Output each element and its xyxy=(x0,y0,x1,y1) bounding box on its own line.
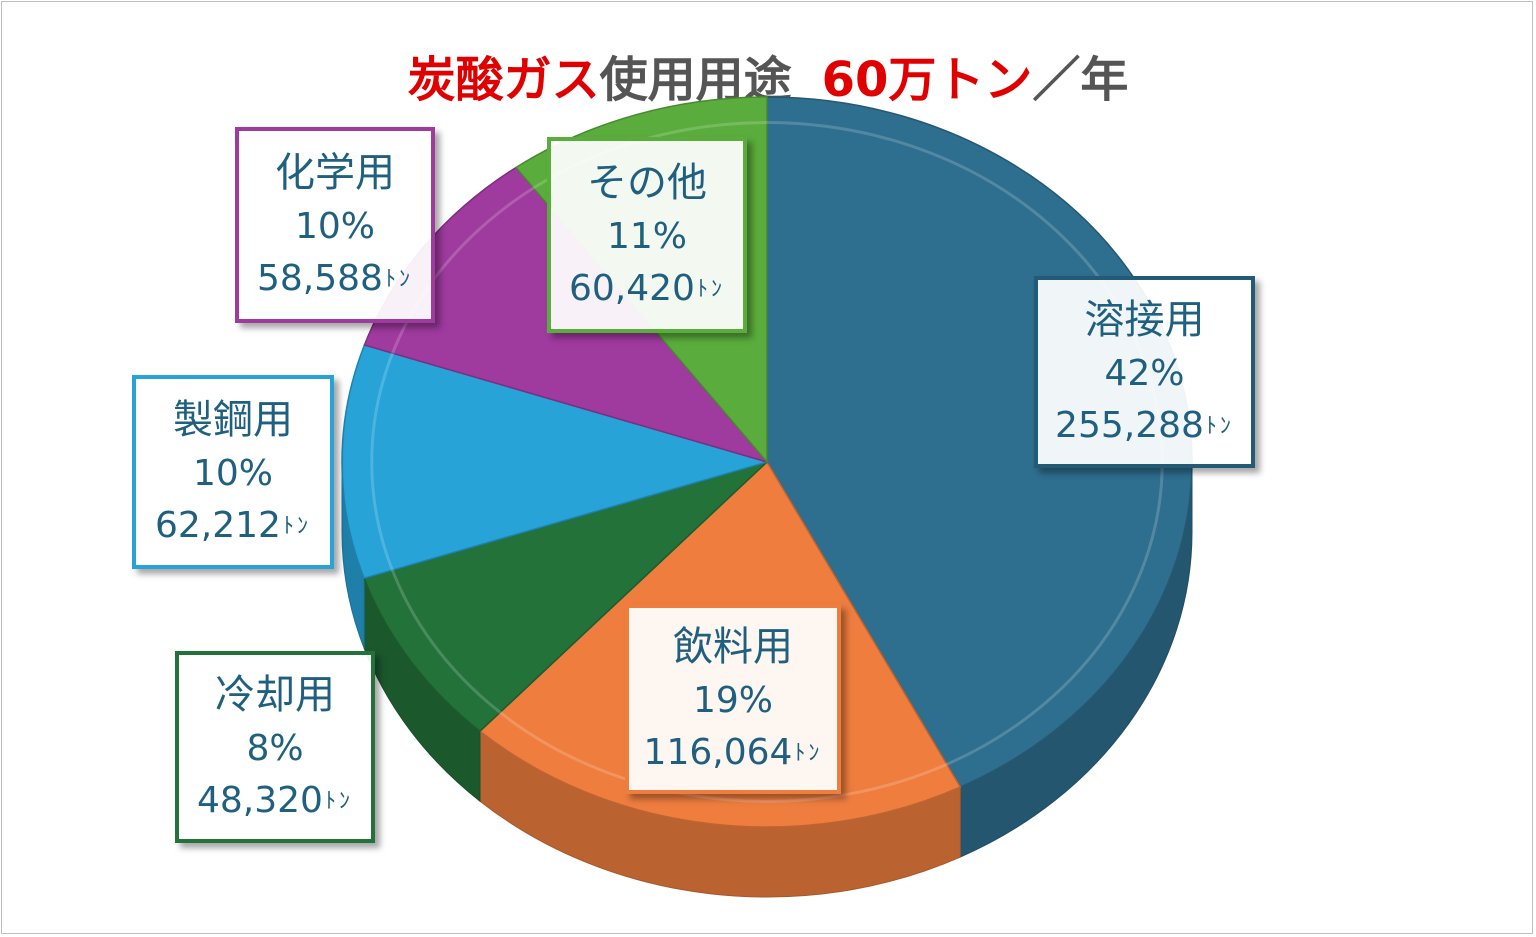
pie-slice-2 xyxy=(363,461,768,733)
slice-label-value: 62,212ﾄﾝ xyxy=(155,505,311,546)
data-label-welding: 溶接用 42% 255,288ﾄﾝ xyxy=(1034,276,1255,468)
slice-label-percent: 19% xyxy=(692,680,773,721)
slice-label-percent: 8% xyxy=(246,728,304,769)
data-label-steelmaking: 製鋼用 10% 62,212ﾄﾝ xyxy=(132,375,334,569)
slice-label-name: 冷却用 xyxy=(215,672,335,718)
slice-label-value: 116,064ﾄﾝ xyxy=(643,732,823,773)
title-part-amount: 60万トン xyxy=(821,52,1033,108)
title-part-co2: 炭酸ガス xyxy=(407,52,600,108)
slice-label-value: 48,320ﾄﾝ xyxy=(197,780,353,821)
pie-slice-3 xyxy=(341,344,770,580)
slice-label-value: 255,288ﾄﾝ xyxy=(1055,405,1234,446)
slice-label-name: 飲料用 xyxy=(673,624,793,670)
data-label-beverage: 飲料用 19% 116,064ﾄﾝ xyxy=(625,604,841,794)
slice-label-name: その他 xyxy=(587,160,707,206)
slice-label-name: 製鋼用 xyxy=(173,397,293,443)
data-label-chemical: 化学用 10% 58,588ﾄﾝ xyxy=(235,127,435,323)
slice-label-value: 58,588ﾄﾝ xyxy=(257,258,413,299)
slice-label-value: 60,420ﾄﾝ xyxy=(569,268,725,309)
title-part-per-year: ／年 xyxy=(1032,52,1129,108)
data-label-cooling: 冷却用 8% 48,320ﾄﾝ xyxy=(175,651,375,843)
slice-label-percent: 11% xyxy=(606,216,687,257)
data-label-other: その他 11% 60,420ﾄﾝ xyxy=(547,137,747,333)
slice-label-percent: 42% xyxy=(1104,353,1185,394)
slice-label-percent: 10% xyxy=(192,453,273,494)
slice-label-name: 溶接用 xyxy=(1084,297,1205,343)
slice-label-percent: 10% xyxy=(294,206,375,247)
slice-label-name: 化学用 xyxy=(275,150,395,196)
